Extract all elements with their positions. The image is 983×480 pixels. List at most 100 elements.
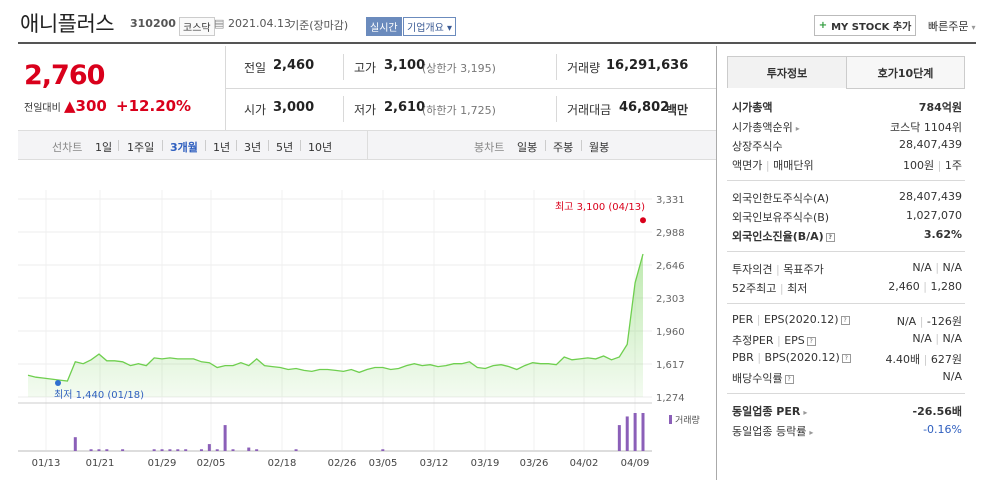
company-overview-dropdown[interactable]: 기업개요 ▾ <box>403 17 457 36</box>
info-icon[interactable]: ? <box>840 316 850 325</box>
cap-rank-value: 코스닥 1104위 <box>890 121 962 134</box>
eps-label: EPS(2020.12) <box>763 313 839 326</box>
pbr-value: 4.40배 <box>885 353 921 366</box>
volume-bar <box>255 449 259 451</box>
sector-change-value: -0.16% <box>923 423 962 436</box>
per-row: PER | EPS(2020.12)? N/A | -126원 <box>732 313 962 328</box>
price-change: 전일대비 ▲300 +12.20% <box>24 97 191 115</box>
chart-toolbar: 선차트 1일 1주일 3개월 1년 3년 5년 10년 봉차트 일봉 주봉 월봉 <box>18 130 716 160</box>
opinion-label: 투자의견 <box>732 263 773 276</box>
tab-invest-info[interactable]: 투자정보 <box>727 56 847 89</box>
open-label: 시가 <box>244 103 267 117</box>
volume-bar <box>168 449 172 451</box>
tab-ask-levels[interactable]: 호가10단계 <box>846 56 965 89</box>
volume-bar <box>381 449 385 451</box>
sector-per-label: 동일업종 PER <box>732 405 801 418</box>
info-icon[interactable]: ? <box>825 233 835 242</box>
period-1d[interactable]: 1일 <box>95 141 113 154</box>
x-tick-label: 02/05 <box>197 458 226 469</box>
foreign-limit-value: 28,407,439 <box>899 190 962 203</box>
x-tick-label: 02/26 <box>328 458 357 469</box>
period-1w[interactable]: 1주일 <box>127 141 155 154</box>
foreign-hold-label: 외국인보유주식수(B) <box>732 211 830 224</box>
market-cap-row: 시가총액 784억원 <box>732 99 962 115</box>
info-icon[interactable]: ? <box>806 337 816 346</box>
sector-change-label: 동일업종 등락률 <box>732 425 807 438</box>
x-tick-label: 03/26 <box>520 458 549 469</box>
add-mystock-button[interactable]: + MY STOCK 추가 <box>814 15 916 36</box>
separator <box>367 131 368 159</box>
period-3y[interactable]: 3년 <box>244 141 262 154</box>
quick-order-link[interactable]: 빠른주문 ▾ <box>928 18 976 34</box>
change-amount: 300 <box>75 97 107 115</box>
divider <box>556 54 557 80</box>
candle-weekly[interactable]: 주봉 <box>553 141 574 154</box>
price-area <box>28 254 643 397</box>
separator <box>205 140 206 151</box>
low-marker <box>55 380 61 386</box>
x-tick-label: 04/09 <box>621 458 650 469</box>
period-1y[interactable]: 1년 <box>213 141 231 154</box>
period-3m[interactable]: 3개월 <box>170 141 198 154</box>
foreign-hold-value: 1,027,070 <box>906 209 962 222</box>
quote-date: 2021.04.13 <box>228 17 291 30</box>
pbr-label: PBR <box>732 351 754 364</box>
separator <box>118 140 119 151</box>
market-cap-label: 시가총액 <box>732 101 773 114</box>
volume-bar <box>207 444 211 451</box>
volume-bar <box>73 437 77 451</box>
volume-bar <box>247 447 251 451</box>
shares-value: 28,407,439 <box>899 138 962 151</box>
target-value: N/A <box>942 261 962 274</box>
volume-bar <box>121 449 125 451</box>
est-per-label: 추정PER <box>732 334 774 347</box>
foreign-ratio-row: 외국인소진율(B/A)? 3.62% <box>732 228 962 244</box>
tab-gap <box>727 88 846 89</box>
volume-bar <box>294 449 298 451</box>
divider <box>343 96 344 122</box>
high-value: 3,100 <box>384 58 426 73</box>
y-tick-label: 3,331 <box>656 195 685 206</box>
par-label: 액면가 <box>732 159 763 172</box>
info-icon[interactable]: ? <box>841 354 851 363</box>
candle-monthly[interactable]: 월봉 <box>589 141 610 154</box>
divider <box>727 251 965 252</box>
stock-code: 310200 <box>130 17 176 30</box>
amount-label: 거래대금 <box>567 103 612 117</box>
company-overview-label: 기업개요 <box>407 23 444 34</box>
chevron-right-icon[interactable]: ▸ <box>795 124 800 133</box>
divider <box>343 54 344 80</box>
foreign-ratio-label: 외국인소진율(B/A) <box>732 230 824 243</box>
divider <box>225 88 716 89</box>
chevron-right-icon[interactable]: ▸ <box>809 428 814 437</box>
y-tick-label: 2,646 <box>656 261 685 272</box>
volume-bar <box>160 449 164 451</box>
y-tick-label: 1,274 <box>656 393 685 404</box>
realtime-button[interactable]: 실시간 <box>366 17 402 36</box>
chevron-right-icon[interactable]: ▸ <box>803 408 808 417</box>
dividend-row: 배당수익률? N/A <box>732 370 962 386</box>
separator <box>236 140 237 151</box>
volume-bar <box>641 413 645 451</box>
candle-daily[interactable]: 일봉 <box>517 141 538 154</box>
info-icon[interactable]: ? <box>784 375 794 384</box>
est-eps-label: EPS <box>784 334 805 347</box>
opinion-value: N/A <box>912 261 932 274</box>
line-chart-label: 선차트 <box>52 141 83 154</box>
volume-bar <box>152 449 156 451</box>
volume-label: 거래량 <box>567 61 601 75</box>
prev-close-value: 2,460 <box>273 58 315 73</box>
divider <box>556 96 557 122</box>
current-price: 2,760 <box>24 60 105 91</box>
period-10y[interactable]: 10년 <box>308 141 333 154</box>
chevron-down-icon: ▾ <box>971 23 976 32</box>
pbr-row: PBR | BPS(2020.12)? 4.40배 | 627원 <box>732 351 962 366</box>
upper-limit: (상한가 3,195) <box>422 62 496 75</box>
est-per-row: 추정PER | EPS? N/A | N/A <box>732 332 962 347</box>
sector-per-value: -26.56배 <box>912 405 962 418</box>
x-tick-label: 01/13 <box>32 458 61 469</box>
foreign-hold-row: 외국인보유주식수(B) 1,027,070 <box>732 209 962 225</box>
volume-bar <box>184 449 188 451</box>
header-divider <box>18 42 976 44</box>
period-5y[interactable]: 5년 <box>276 141 294 154</box>
